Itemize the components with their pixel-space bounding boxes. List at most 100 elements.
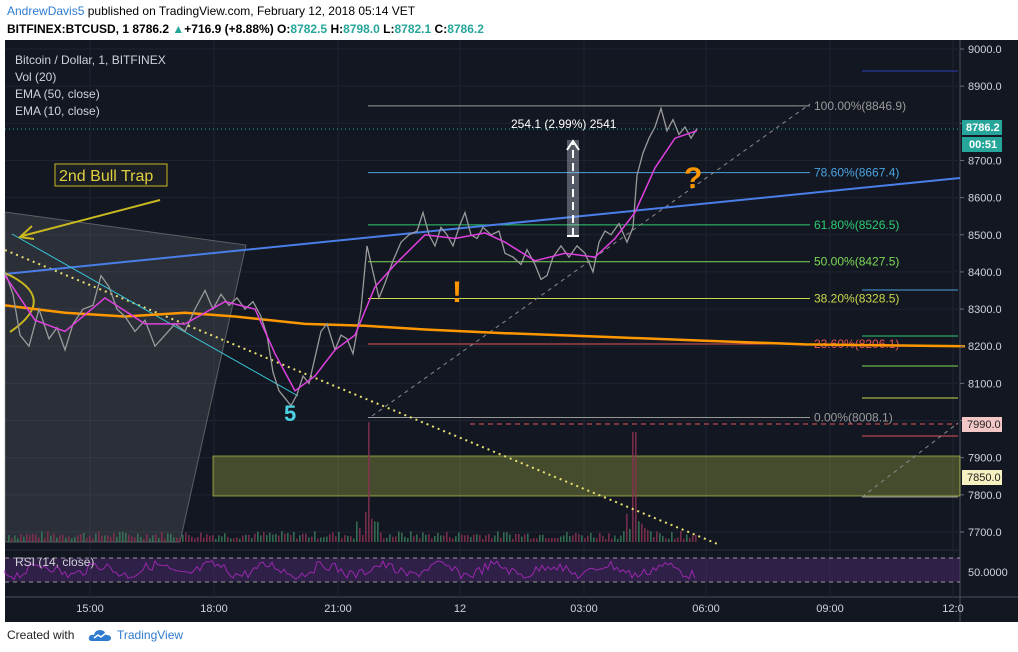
legend-ema50[interactable]: EMA (50, close) <box>15 87 100 101</box>
volume-bar <box>695 535 697 542</box>
volume-bar <box>278 535 280 542</box>
measure-label: 254.1 (2.99%) 2541 <box>511 117 617 131</box>
volume-bar <box>668 538 670 542</box>
volume-bar <box>299 535 301 542</box>
volume-bar <box>308 537 310 542</box>
tradingview-cloud-icon[interactable] <box>88 627 112 643</box>
volume-bar <box>8 535 10 542</box>
time-scale-background[interactable] <box>5 597 960 622</box>
volume-bar <box>392 536 394 542</box>
volume-bar <box>137 533 139 542</box>
legend-volume[interactable]: Vol (20) <box>15 70 56 84</box>
price-tick-label: 7800.0 <box>968 490 1002 502</box>
volume-bar <box>239 538 241 542</box>
volume-bar <box>614 535 616 542</box>
volume-bar <box>224 533 226 542</box>
volume-bar <box>344 535 346 542</box>
wave-5-label: 5 <box>284 401 296 426</box>
dashed-trend-line <box>371 103 811 417</box>
price-change: +716.9 (+8.88%) <box>184 22 274 36</box>
volume-bar <box>569 536 571 542</box>
ema10-line[interactable] <box>4 129 698 392</box>
volume-bar <box>296 538 298 542</box>
volume-bar <box>47 531 49 542</box>
volume-bar <box>563 535 565 542</box>
author-link[interactable]: AndrewDavis5 <box>7 4 85 18</box>
volume-bar <box>521 536 523 542</box>
volume-bar <box>215 538 217 542</box>
fib-level-label: 78.60%(8667.4) <box>814 166 899 180</box>
volume-bar <box>200 532 202 542</box>
volume-bar <box>440 535 442 542</box>
volume-bar <box>302 533 304 542</box>
volume-bar <box>575 532 577 542</box>
close-label: C: <box>434 22 448 36</box>
volume-bar <box>113 533 115 542</box>
volume-bar <box>155 534 157 542</box>
volume-bar <box>311 536 313 542</box>
volume-bar <box>446 531 448 542</box>
volume-bar <box>365 511 367 542</box>
chart-area[interactable]: 100.00%(8846.9) 78.60%(8667.4) 61.80%(8526… <box>0 40 1018 622</box>
time-axis-ticks: 15:00 18:00 21:00 12 03:00 06:00 09:00 12:0 <box>76 603 963 615</box>
current-price-badge <box>962 120 1002 135</box>
volume-bar <box>62 534 64 542</box>
bull-trap-label: 2nd Bull Trap <box>59 168 153 185</box>
price-tick-label: 9000.0 <box>968 44 1002 56</box>
current-price-badge-text: 8786.2 <box>966 122 1000 134</box>
volume-bar <box>434 535 436 542</box>
volume-bar <box>227 536 229 542</box>
volume-bar <box>653 537 655 542</box>
volume-bar <box>419 538 421 542</box>
volume-bar <box>329 534 331 542</box>
volume-bar <box>404 536 406 542</box>
ohlc-line: BITFINEX:BTCUSD, 1 8786.2 ▲+716.9 (+8.88… <box>7 22 484 36</box>
fibonacci-retracement: 100.00%(8846.9) 78.60%(8667.4) 61.80%(8526… <box>368 99 906 425</box>
volume-bar <box>68 536 70 542</box>
volume-bar <box>599 532 601 542</box>
bull-trap-circle <box>4 272 35 333</box>
volume-bar <box>185 532 187 542</box>
arrow-head-icon <box>17 225 35 240</box>
volume-bar <box>689 538 691 542</box>
ascending-trendline[interactable] <box>4 177 961 275</box>
time-tick-label: 12:0 <box>942 603 963 615</box>
volume-bar <box>236 537 238 542</box>
volume-bar <box>131 536 133 542</box>
volume-bar <box>665 538 667 542</box>
open-value: 8782.5 <box>290 22 328 36</box>
volume-bar <box>248 534 250 542</box>
publish-info: published on TradingView.com, February 1… <box>87 4 416 18</box>
volume-bar <box>623 531 625 542</box>
volume-bar <box>380 532 382 542</box>
volume-bar <box>497 531 499 542</box>
volume-bar <box>605 538 607 542</box>
volume-bar <box>194 538 196 542</box>
exclamation-icon: ! <box>452 276 462 309</box>
volume-bar <box>341 538 343 542</box>
price-line[interactable] <box>4 106 698 407</box>
rsi-legend[interactable]: RSI (14, close) <box>15 555 94 569</box>
rsi-line[interactable] <box>4 559 696 581</box>
bull-trap-arrow <box>21 199 161 237</box>
volume-bar <box>272 534 274 542</box>
volume-bar <box>389 534 391 542</box>
time-tick-label: 15:00 <box>76 603 104 615</box>
volume-bar <box>110 536 112 542</box>
last-price: 8786.2 <box>132 22 170 36</box>
volume-bar <box>494 535 496 542</box>
time-tick-label: 09:00 <box>816 603 844 615</box>
volume-bar <box>512 538 514 542</box>
tradingview-brand-link[interactable]: TradingView <box>117 628 184 642</box>
volume-bar <box>491 538 493 542</box>
volume-bar <box>74 537 76 542</box>
volume-bar <box>422 532 424 542</box>
volume-bar <box>320 537 322 542</box>
legend-ema10[interactable]: EMA (10, close) <box>15 104 100 118</box>
volume-bar <box>413 536 415 542</box>
volume-bar <box>488 534 490 542</box>
volume-bar <box>452 538 454 542</box>
volume-bar <box>101 535 103 542</box>
volume-bar <box>161 531 163 542</box>
fib-level-label: 100.00%(8846.9) <box>814 99 906 113</box>
